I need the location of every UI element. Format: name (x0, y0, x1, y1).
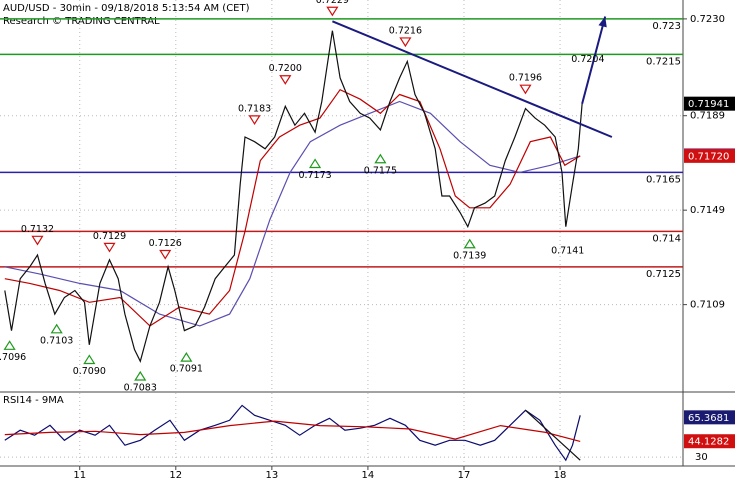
level-label: 0.7165 (646, 174, 681, 185)
high-label: 0.7204 (571, 54, 604, 65)
level-label: 0.7125 (646, 269, 681, 280)
level-label: 0.723 (652, 21, 681, 32)
y-tick-label: 0.7149 (690, 205, 725, 216)
low-marker (83, 354, 96, 365)
high-label: 0.7129 (93, 231, 126, 242)
price-box-label: 44.1282 (688, 437, 729, 448)
y-tick-label: 0.7230 (690, 14, 725, 25)
chart-title: AUD/USD - 30min - 09/18/2018 5:13:54 AM … (3, 3, 250, 14)
low-label: 0.7096 (0, 352, 26, 363)
high-label: 0.7196 (509, 73, 542, 84)
low-marker (134, 370, 147, 381)
low-marker (180, 352, 193, 362)
low-label: 0.7141 (551, 246, 584, 257)
low-label: 0.7139 (453, 250, 486, 261)
arrow (581, 16, 607, 105)
low-label: 0.7103 (40, 335, 73, 346)
low-label: 0.7083 (124, 383, 157, 394)
high-label: 0.7126 (149, 238, 182, 249)
x-tick-label: 17 (458, 470, 471, 480)
price-box (684, 148, 735, 163)
low-label: 0.7091 (170, 364, 203, 375)
y-tick-label: 30 (695, 452, 708, 463)
high-label: 0.7183 (238, 103, 271, 114)
high-label: 0.7132 (21, 224, 54, 235)
x-tick-label: 12 (169, 470, 182, 480)
price-line (4, 30, 583, 363)
low-marker (374, 153, 387, 164)
y-tick-label: 0.7189 (690, 111, 725, 122)
high-marker (103, 242, 116, 253)
level-label: 0.7215 (646, 56, 681, 67)
low-marker (309, 158, 322, 169)
low-label: 0.7175 (364, 165, 397, 176)
price-box (684, 434, 735, 449)
price-box-label: 0.71720 (688, 151, 729, 162)
moving-average (4, 100, 581, 327)
rsi-trendline (525, 409, 581, 461)
high-label: 0.7200 (269, 63, 302, 74)
low-marker (3, 340, 16, 350)
low-marker (50, 323, 63, 334)
level-label: 0.714 (652, 233, 681, 244)
x-tick-label: 14 (362, 470, 375, 480)
rsi-title: RSI14 - 9MA (3, 395, 64, 406)
high-marker (326, 6, 339, 17)
arrow-head (598, 16, 607, 28)
trendline (332, 20, 613, 138)
x-tick-label: 18 (554, 470, 567, 480)
rsi-line (4, 420, 581, 442)
rsi-line (4, 404, 581, 462)
x-tick-label: 13 (265, 470, 278, 480)
high-marker (279, 75, 292, 85)
price-box (684, 96, 735, 111)
low-label: 0.7173 (298, 170, 331, 181)
low-label: 0.7090 (73, 366, 106, 377)
high-marker (159, 249, 172, 260)
high-marker (248, 115, 261, 126)
price-box-label: 65.3681 (688, 413, 729, 424)
high-marker (399, 37, 412, 48)
x-tick-label: 11 (73, 470, 86, 480)
chart-subtitle: Research © TRADING CENTRAL (3, 16, 160, 27)
price-box (684, 410, 735, 425)
high-label: 0.7229 (316, 0, 349, 6)
moving-average (4, 88, 581, 327)
high-label: 0.7216 (389, 25, 422, 36)
price-box-label: 0.71941 (688, 99, 729, 110)
y-tick-label: 0.7109 (690, 300, 725, 311)
low-marker (463, 238, 476, 249)
high-marker (519, 84, 532, 95)
high-marker (31, 235, 44, 246)
